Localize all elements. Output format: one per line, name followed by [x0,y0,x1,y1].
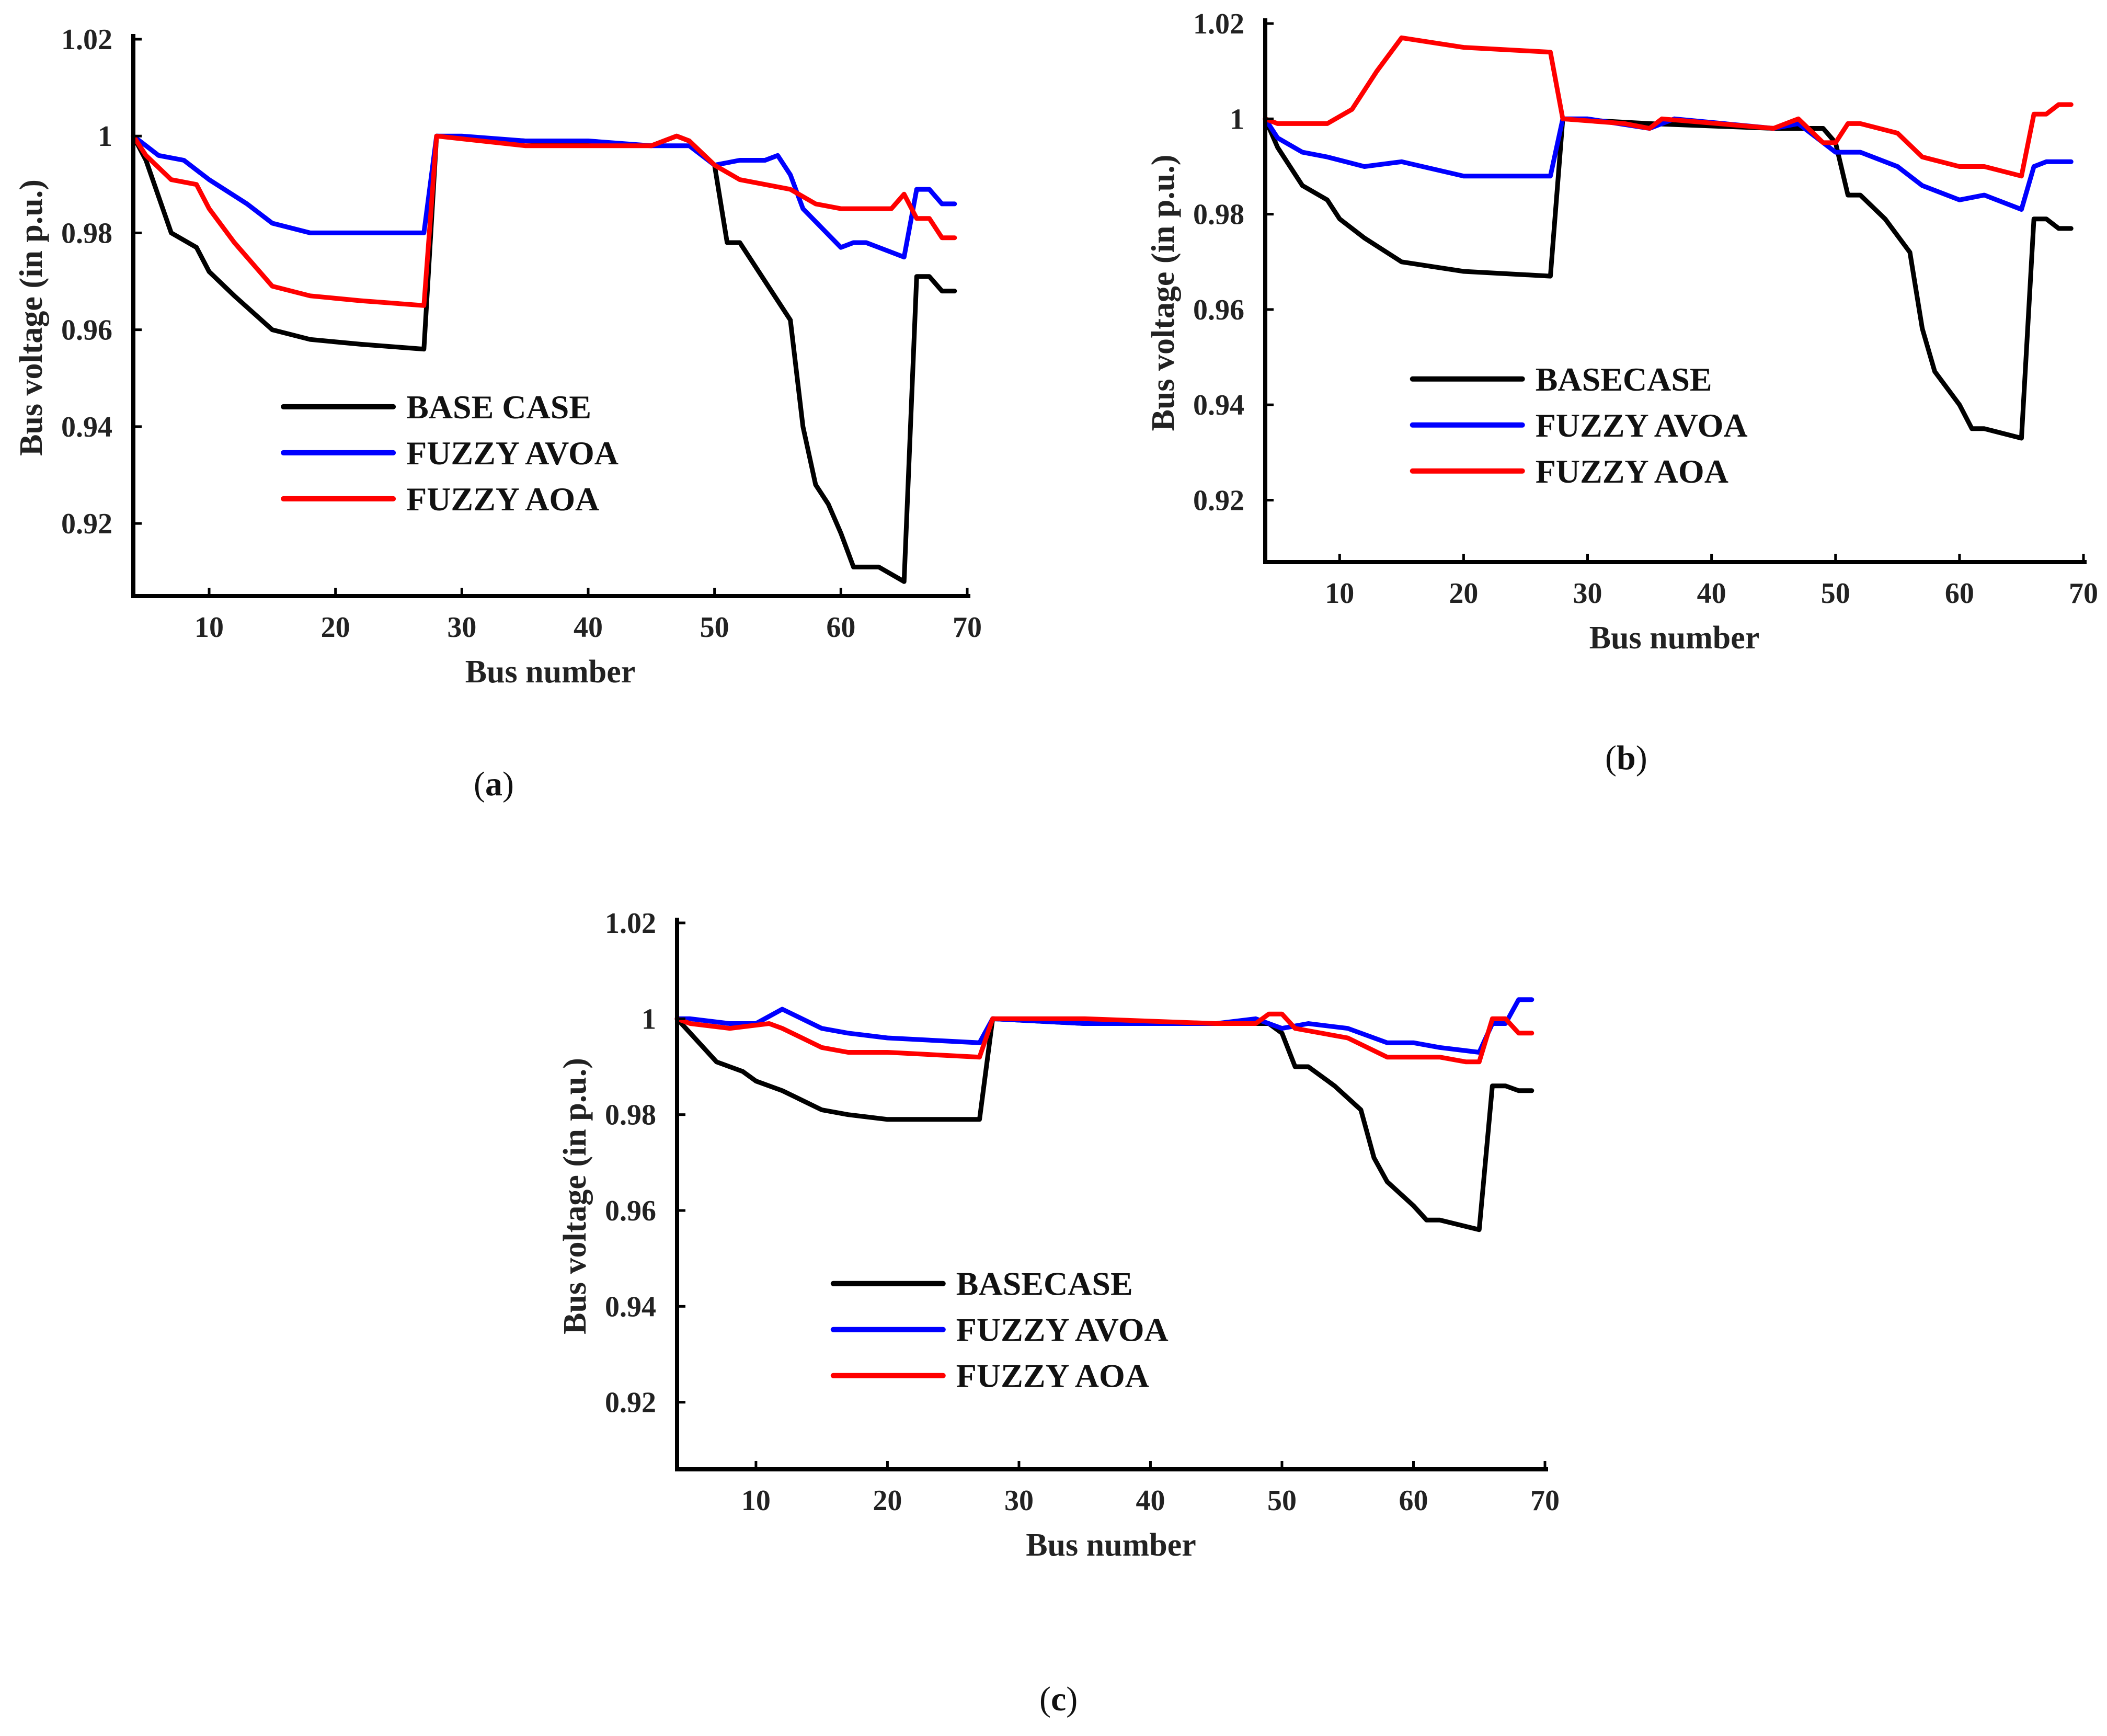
x-tick-label: 70 [2069,577,2098,610]
y-tick-label: 0.92 [1193,485,1244,517]
panel-c: 10 20 30 40 50 60 70 0.92 0.94 0.96 0.98 1 1.02 Bus n… [544,878,1610,1736]
x-tick-label: 50 [1267,1484,1297,1517]
x-tick-label: 30 [1004,1484,1034,1517]
x-tick-label: 60 [826,611,855,644]
series-aoa-line [131,133,957,308]
series-base-line [1263,116,2074,441]
y-tick-label: 0.94 [605,1290,656,1323]
legend-avoa-label: FUZZY AVOA [956,1311,1169,1349]
y-tick-label: 1 [642,1003,656,1035]
caption-c: (c) [1039,1680,1078,1718]
y-tick-label: 0.96 [1193,294,1244,326]
x-tick-label: 50 [700,611,729,644]
legend-base-label: BASE CASE [406,389,591,426]
x-tick-label: 20 [321,611,350,644]
x-axis-title: Bus number [1026,1527,1196,1563]
legend-aoa-label: FUZZY AOA [956,1357,1149,1395]
caption-a: (a) [474,765,514,803]
series-aoa-line [674,1011,1535,1065]
legend-aoa-label: FUZZY AOA [1536,453,1728,490]
x-tick-label: 30 [447,611,476,644]
x-tick-label: 20 [873,1484,902,1517]
x-tick-label: 10 [194,611,224,644]
y-axis-title: Bus voltage (in p.u.) [557,1058,593,1334]
y-tick-label: 0.94 [1193,389,1244,421]
legend-aoa-label: FUZZY AOA [406,481,599,518]
x-tick-label: 60 [1399,1484,1428,1517]
y-tick-label: 0.98 [605,1099,656,1132]
caption-b: (b) [1605,739,1647,777]
legend-base-label: BASECASE [1536,361,1712,398]
legend-avoa-label: FUZZY AVOA [1536,407,1748,444]
x-tick-label: 30 [1573,577,1602,610]
y-tick-label: 1.02 [605,907,656,940]
y-tick-label: 1.02 [61,24,112,56]
y-tick-label: 0.98 [1193,199,1244,231]
x-tick-label: 40 [1697,577,1726,610]
y-tick-label: 0.98 [61,217,112,249]
x-axis-title: Bus number [1589,620,1760,656]
panel-b: 10 20 30 40 50 60 70 0.92 0.94 0.96 0.98 1 1.02 Bus n… [1129,0,2107,816]
x-tick-label: 20 [1449,577,1478,610]
x-tick-label: 50 [1821,577,1850,610]
chart-c: 10 20 30 40 50 60 70 0.92 0.94 0.96 0.98 1 1.02 Bus n… [557,907,1560,1563]
x-tick-label: 40 [574,611,603,644]
chart-b: 10 20 30 40 50 60 70 0.92 0.94 0.96 0.98 1 1.02 Bus n… [1146,8,2098,656]
legend-base-label: BASECASE [956,1265,1133,1303]
y-tick-label: 0.92 [605,1387,656,1419]
panel-a: 10 20 30 40 50 60 70 0.92 0.94 0.96 0.98 1 1.02 Bus n… [0,0,1054,816]
x-tick-label: 60 [1945,577,1974,610]
y-tick-label: 1 [1230,103,1244,135]
x-tick-label: 10 [1325,577,1354,610]
y-tick-label: 0.96 [605,1195,656,1227]
x-tick-label: 40 [1136,1484,1165,1517]
y-tick-label: 0.94 [61,411,112,443]
y-tick-label: 0.92 [61,508,112,540]
chart-a: 10 20 30 40 50 60 70 0.92 0.94 0.96 0.98 1 1.02 Bus n… [14,24,982,690]
series-avoa-line [131,133,957,260]
y-tick-label: 0.96 [61,314,112,347]
x-tick-label: 10 [741,1484,771,1517]
y-tick-label: 1 [98,120,112,153]
x-tick-label: 70 [953,611,982,644]
y-axis-title: Bus voltage (in p.u.) [14,179,49,456]
x-tick-label: 70 [1530,1484,1560,1517]
x-axis-title: Bus number [465,654,636,690]
y-axis-title: Bus voltage (in p.u.) [1146,155,1181,431]
y-tick-label: 1.02 [1193,8,1244,40]
series-avoa-line [674,997,1535,1055]
legend-avoa-label: FUZZY AVOA [406,435,619,472]
series-aoa-line [1263,35,2074,179]
series-base-line [674,1016,1535,1232]
